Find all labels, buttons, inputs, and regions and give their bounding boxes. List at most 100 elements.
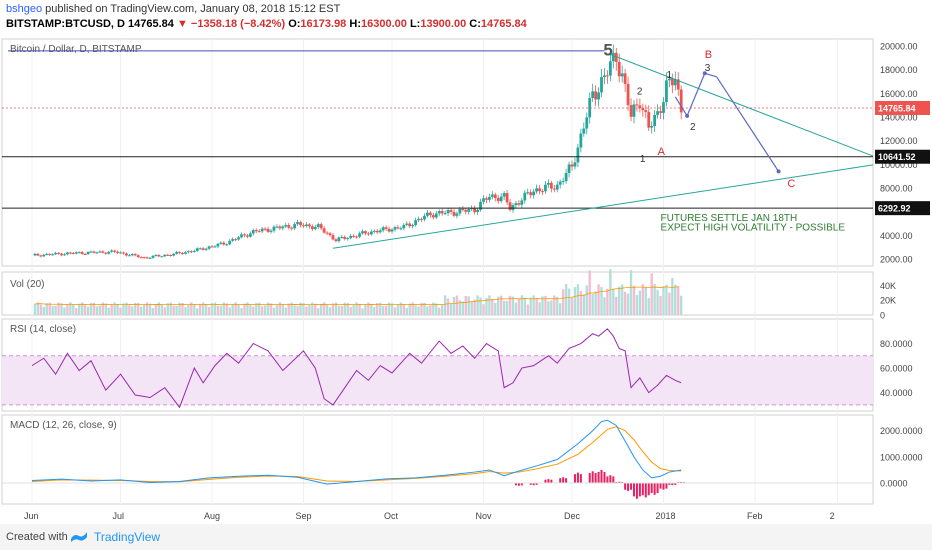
candle-body bbox=[508, 202, 512, 210]
volume-bar bbox=[231, 304, 234, 315]
candle-body bbox=[281, 226, 285, 229]
macd-histogram-bar bbox=[647, 483, 650, 496]
candle-body bbox=[387, 228, 391, 232]
volume-bar bbox=[609, 269, 612, 315]
volume-bar bbox=[83, 305, 87, 315]
macd-histogram-bar bbox=[594, 473, 597, 484]
time-axis-tick: Oct bbox=[384, 511, 399, 521]
volume-bar bbox=[151, 308, 155, 315]
candle-body bbox=[576, 147, 580, 163]
candle-body bbox=[181, 253, 184, 255]
candle-body bbox=[544, 184, 547, 192]
macd-axis-tick: 1000.0000 bbox=[880, 452, 923, 462]
candle-body bbox=[204, 248, 208, 250]
pane-border bbox=[1, 271, 874, 316]
volume-bar bbox=[544, 295, 547, 315]
candle-body bbox=[48, 253, 52, 255]
candle-body bbox=[499, 196, 503, 202]
volume-bar bbox=[213, 302, 217, 315]
candle-body bbox=[95, 252, 99, 254]
volume-bar bbox=[532, 295, 535, 315]
candle-body bbox=[57, 252, 60, 254]
candle-body bbox=[423, 215, 426, 220]
candle-body bbox=[248, 233, 252, 237]
level-badge-bg bbox=[875, 149, 930, 164]
volume-pane[interactable]: Vol (20) bbox=[10, 269, 683, 315]
volume-bar bbox=[101, 302, 105, 315]
volume-bar bbox=[464, 295, 467, 315]
projection-arrow bbox=[716, 76, 780, 172]
volume-bar bbox=[674, 284, 677, 315]
candle-body bbox=[257, 231, 261, 233]
macd-histogram-bar bbox=[632, 483, 635, 497]
macd-histogram-bar bbox=[671, 483, 674, 486]
macd-histogram-bar bbox=[653, 483, 656, 495]
time-axis-tick: Sep bbox=[295, 511, 311, 521]
candle-body bbox=[676, 79, 680, 90]
volume-bar bbox=[249, 305, 252, 315]
macd-histogram-bar bbox=[514, 483, 517, 486]
author-name[interactable]: bshgeo bbox=[6, 3, 43, 15]
volume-bar bbox=[284, 307, 287, 315]
volume-bar bbox=[36, 302, 40, 315]
candle-body bbox=[157, 255, 161, 257]
chart-canvas[interactable]: Bitcoin / Dollar, D, BITSTAMP FUTURES SE… bbox=[0, 34, 932, 524]
last-price-badge-bg bbox=[875, 100, 930, 115]
candle-body bbox=[579, 133, 583, 148]
candle-body bbox=[139, 257, 143, 259]
volume-bar bbox=[60, 303, 63, 315]
candle-body bbox=[632, 104, 636, 117]
candle-body bbox=[260, 228, 264, 232]
candle-body bbox=[635, 104, 639, 106]
wave-a-label: A bbox=[658, 146, 666, 158]
macd-histogram-bar bbox=[597, 471, 600, 484]
volume-bar bbox=[423, 302, 426, 315]
candle-body bbox=[523, 192, 527, 201]
volume-bar bbox=[594, 291, 597, 315]
volume-bar bbox=[296, 306, 299, 315]
candle-body bbox=[275, 226, 279, 228]
rsi-pane[interactable]: RSI (14, close) bbox=[2, 324, 873, 409]
volume-bar bbox=[623, 291, 627, 315]
rsi-band bbox=[2, 355, 873, 405]
candle-body bbox=[175, 252, 178, 254]
macd-histogram-bar bbox=[609, 475, 612, 484]
volume-bar bbox=[567, 288, 571, 315]
candle-body bbox=[564, 172, 568, 182]
candle-body bbox=[266, 228, 270, 232]
volume-bar bbox=[39, 304, 43, 315]
candle-body bbox=[210, 246, 214, 248]
macd-pane[interactable]: MACD (12, 26, close, 9) bbox=[2, 419, 873, 499]
candle-body bbox=[254, 230, 258, 232]
volume-bar bbox=[172, 305, 175, 315]
volume-bar bbox=[367, 302, 370, 315]
price-pane[interactable]: Bitcoin / Dollar, D, BITSTAMP FUTURES SE… bbox=[2, 41, 874, 259]
volume-bar bbox=[582, 294, 586, 315]
candle-body bbox=[673, 79, 677, 86]
tradingview-brand[interactable]: TradingView bbox=[94, 530, 161, 544]
candle-body bbox=[656, 111, 659, 116]
candle-body bbox=[603, 75, 606, 78]
price-change: ▼ −1358.18 (−8.42%) bbox=[176, 18, 286, 30]
volume-bar bbox=[322, 302, 326, 315]
macd-pane-title: MACD (12, 26, close, 9) bbox=[10, 420, 117, 431]
volume-bar bbox=[228, 307, 231, 315]
wave-1-label: 1 bbox=[666, 70, 672, 81]
volume-bar bbox=[458, 300, 462, 315]
price-overlays bbox=[2, 50, 874, 249]
candle-body bbox=[60, 253, 63, 256]
price-axis-tick: 14000.00 bbox=[880, 113, 918, 123]
candle-body bbox=[234, 239, 238, 241]
candle-body bbox=[606, 75, 609, 77]
volume-bar bbox=[541, 296, 544, 315]
publish-info: published on TradingView.com, January 08… bbox=[45, 3, 341, 15]
volume-bar bbox=[57, 302, 60, 315]
macd-histogram-bar bbox=[638, 483, 641, 497]
arrow-head bbox=[702, 71, 707, 76]
macd-histogram-bar bbox=[606, 476, 609, 484]
volume-bar bbox=[234, 302, 237, 315]
volume-bar bbox=[42, 306, 46, 315]
volume-bar bbox=[166, 303, 169, 315]
axes: 20000.0018000.0016000.0014000.0012000.00… bbox=[24, 42, 930, 521]
volume-bar bbox=[603, 297, 606, 315]
